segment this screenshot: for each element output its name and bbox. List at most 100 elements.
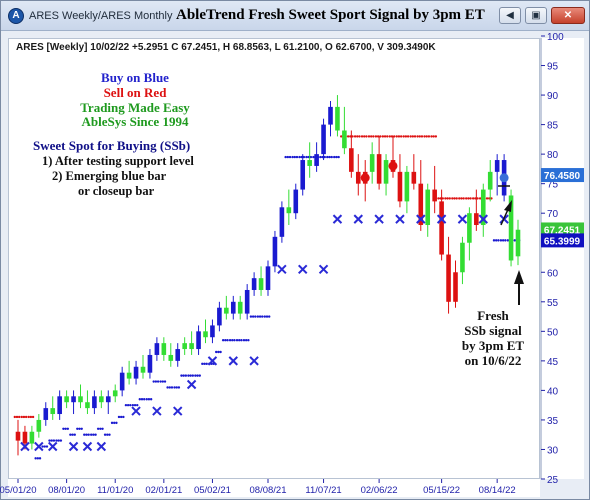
stop-dot [76, 427, 79, 430]
stop-dot [485, 197, 489, 200]
candle-body [328, 106, 333, 125]
candle-body [293, 189, 299, 214]
stop-dot [476, 197, 479, 200]
stop-dot [219, 350, 222, 354]
stop-dot [117, 415, 121, 419]
x-tick-label: 08/08/21 [250, 485, 287, 496]
stop-dot [196, 374, 199, 377]
y-tick-label: 70 [547, 209, 559, 220]
candle-body [279, 207, 285, 237]
stop-dot [335, 155, 338, 159]
stop-dot [69, 433, 72, 436]
signal-x-mark [82, 441, 93, 452]
signal-x-mark [228, 356, 238, 366]
window-title: AbleTrend Fresh Sweet Sport Signal by 3p… [176, 7, 485, 23]
stop-dot [143, 398, 146, 401]
stop-dot [182, 374, 185, 377]
stop-dot [386, 135, 389, 138]
stop-dot [110, 421, 114, 425]
stop-dot [13, 415, 16, 419]
signal-x-mark [318, 264, 329, 275]
signal-x-mark [186, 379, 197, 390]
stop-dot [184, 374, 188, 377]
stop-dot [309, 155, 313, 159]
stop-dot [50, 439, 53, 442]
stop-dot [231, 338, 234, 342]
candle-body [57, 396, 62, 415]
stop-dot [168, 386, 171, 389]
signal-x-mark [48, 441, 58, 452]
stop-dot [96, 427, 100, 430]
stop-dot [62, 427, 65, 430]
stop-dot [298, 155, 301, 159]
stop-dot [501, 239, 505, 242]
candle-body [342, 130, 347, 149]
fresh-note-line-2: SSb signal [464, 323, 522, 338]
stop-dot [379, 135, 382, 138]
stop-dot [360, 135, 364, 138]
stop-dot [22, 415, 26, 419]
ssb-note-line-3: or closeup bar [78, 184, 155, 198]
stop-dot [242, 338, 246, 342]
restore-icon[interactable]: ▣ [525, 7, 547, 24]
candle-body [467, 213, 472, 243]
stop-dot [427, 135, 431, 138]
candle-body [43, 408, 49, 420]
stop-dot [145, 398, 148, 401]
stop-dot [170, 386, 174, 389]
stop-dot [395, 135, 398, 138]
candle-body [265, 266, 271, 290]
stop-dot [469, 197, 472, 200]
stop-dot [513, 239, 516, 242]
stop-dot [101, 427, 104, 430]
stop-dot [358, 135, 361, 138]
fresh-note-line-4: on 10/6/22 [464, 353, 522, 368]
signal-x-mark [353, 214, 363, 224]
stop-dot [351, 135, 354, 138]
stop-dot [36, 457, 40, 460]
candle-body [210, 325, 215, 338]
candle-body [182, 343, 187, 350]
stop-dot [89, 433, 93, 436]
stop-dot [333, 155, 336, 159]
fresh-note-line-3: by 3pm ET [461, 338, 525, 353]
date-axis [8, 479, 540, 497]
y-tick-label: 45 [547, 357, 559, 368]
stop-dot [499, 239, 503, 242]
candle-body [189, 343, 194, 350]
stop-dot [312, 155, 315, 159]
stop-dot [492, 239, 496, 242]
candle-body [78, 396, 83, 403]
stop-dot [124, 403, 128, 407]
stop-dot [24, 415, 28, 419]
stop-dot [27, 415, 30, 419]
stop-dot [189, 374, 192, 377]
stop-dot [140, 398, 144, 401]
stop-dot [441, 197, 445, 200]
sell-signal-dot [360, 173, 370, 183]
candle-body [105, 396, 111, 403]
back-arrow-icon[interactable]: ◀ [499, 7, 521, 24]
candle-body [224, 307, 229, 314]
signal-x-mark [395, 214, 405, 224]
signal-x-mark [457, 214, 468, 224]
stop-dot [367, 135, 371, 138]
signal-x-mark [416, 214, 426, 224]
stop-dot [497, 239, 500, 242]
fresh-note-line-1: Fresh [477, 308, 509, 323]
signal-x-mark [20, 441, 30, 452]
stop-dot [363, 135, 366, 138]
stop-dot [425, 135, 428, 138]
stop-dot [194, 374, 197, 377]
candle-body [251, 278, 257, 290]
close-icon[interactable]: ✕ [551, 7, 585, 24]
stop-dot [462, 197, 465, 200]
signal-x-mark [152, 406, 162, 416]
stop-dot [244, 338, 248, 342]
candle-body [335, 106, 340, 131]
sell-signal-dot [388, 161, 398, 171]
chart-tab-label[interactable]: ARES Weekly/ARES Monthly [29, 10, 173, 22]
candle-body [71, 396, 76, 403]
stop-dot [302, 155, 306, 159]
candle-body [355, 171, 361, 184]
